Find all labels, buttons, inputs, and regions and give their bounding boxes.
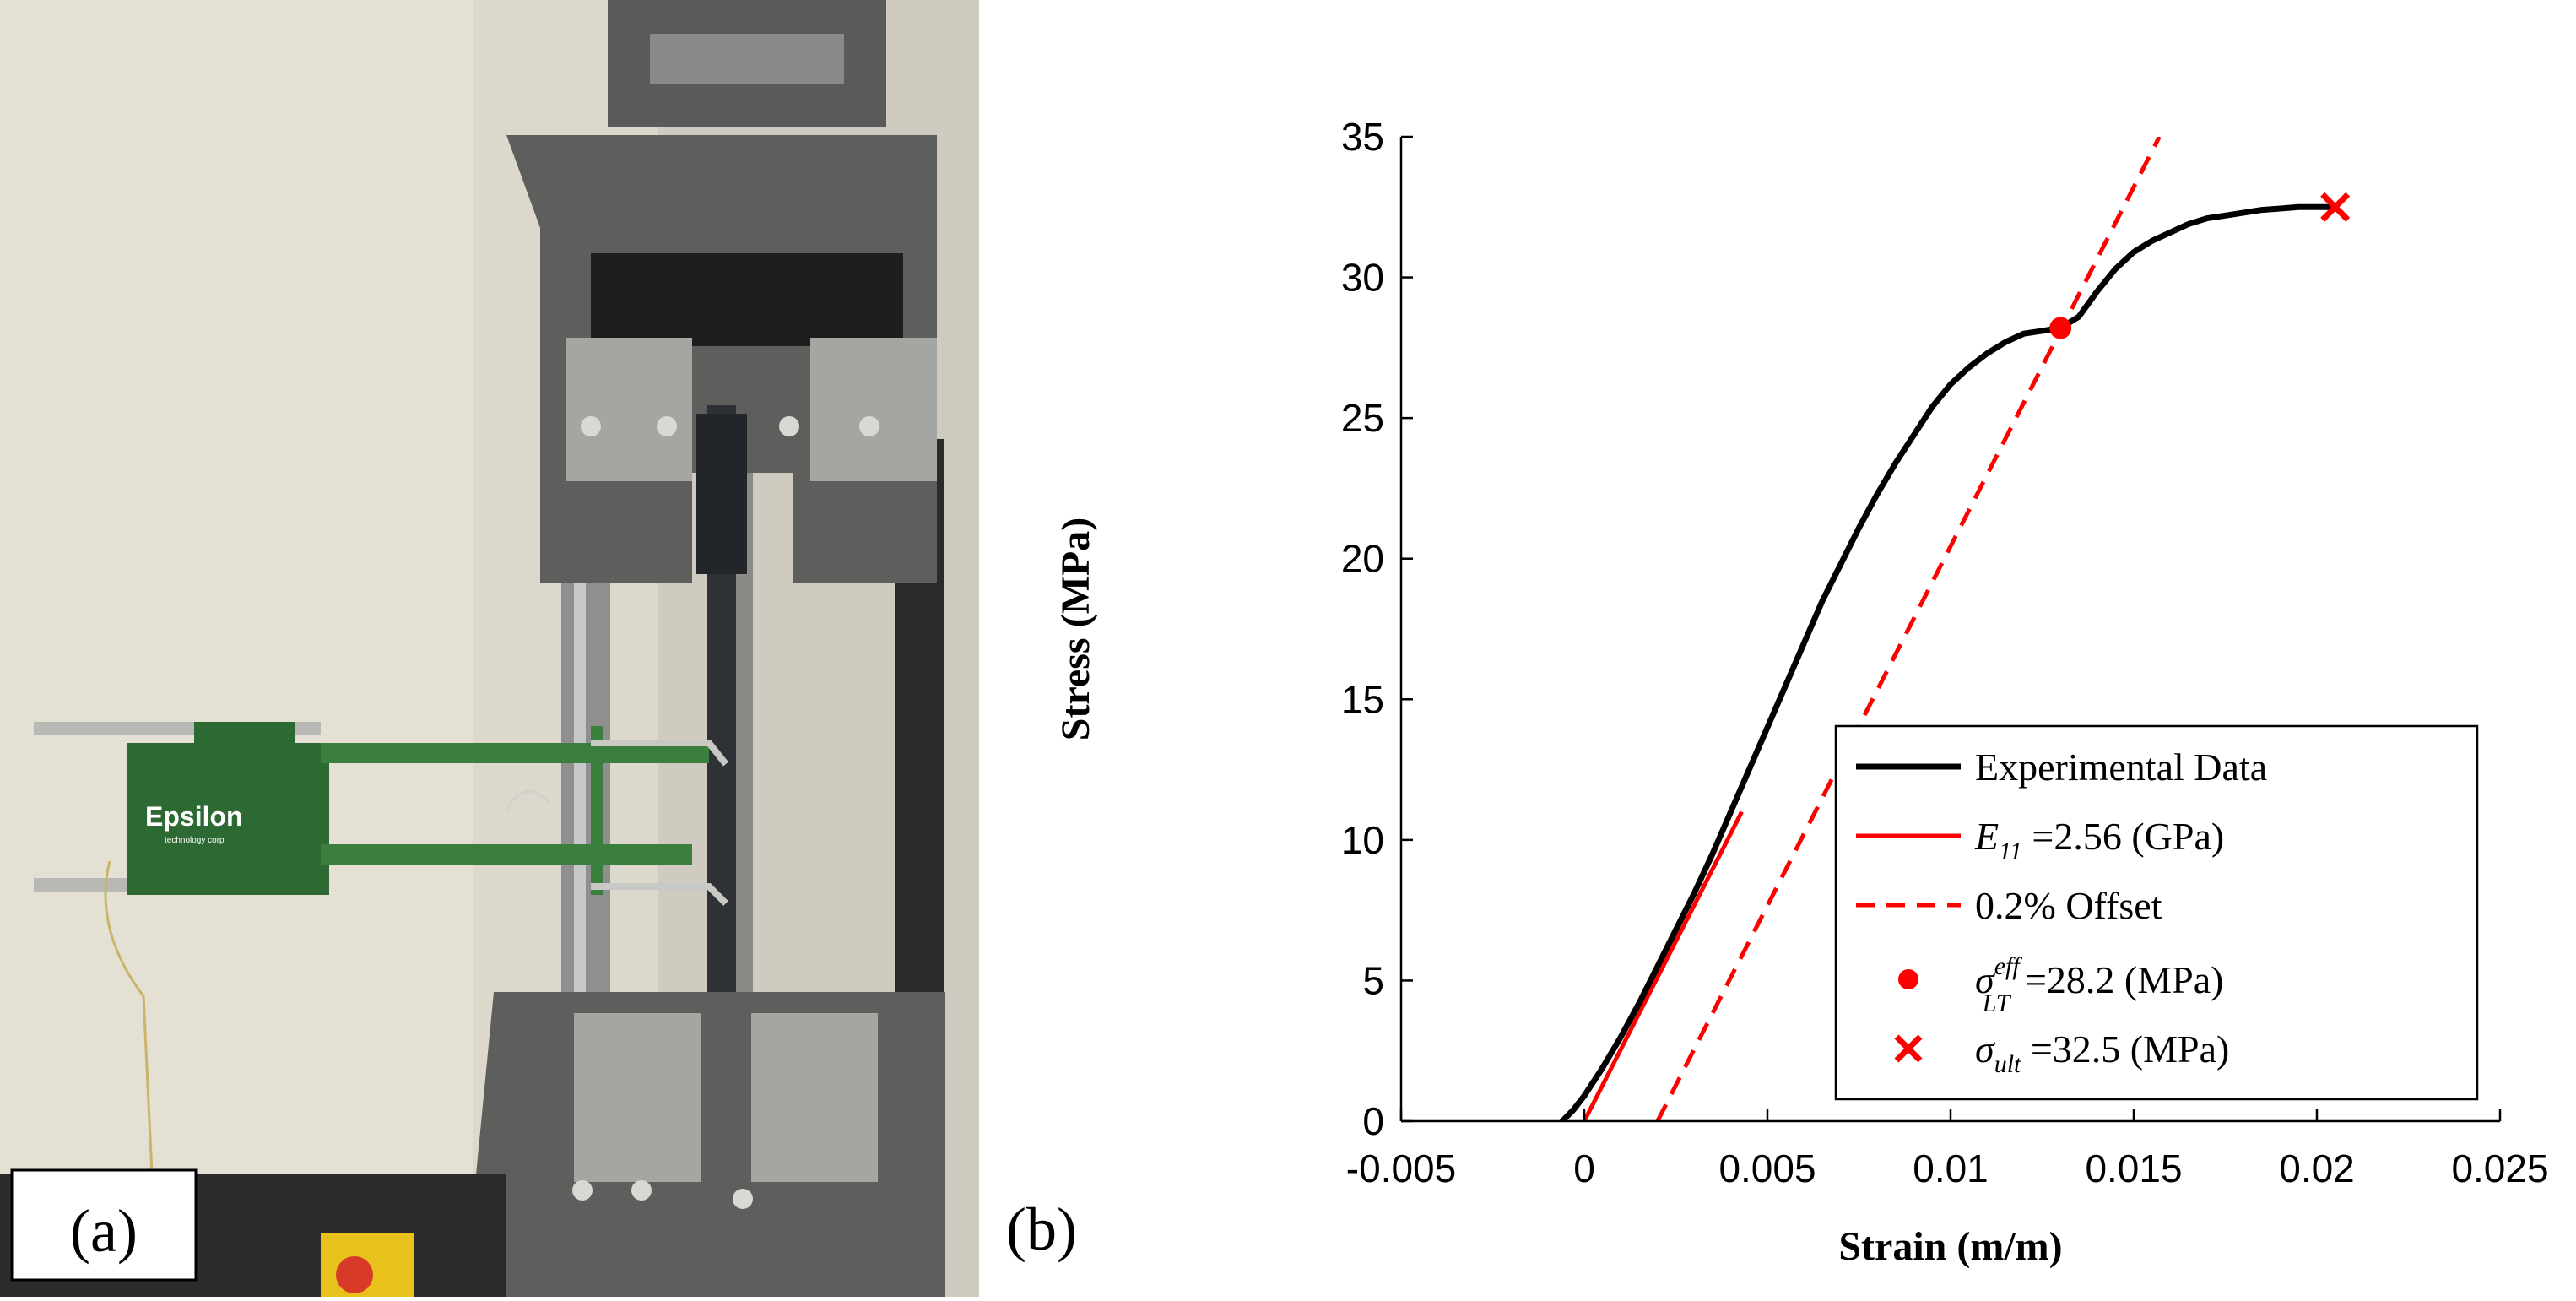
chart-panel: (b) Strain (m/m) Stress (MPa) -0.005 0 0.0… xyxy=(996,0,2576,1297)
bolt xyxy=(581,416,601,436)
offset-line xyxy=(1655,137,2162,1121)
y-tick-label: 0 xyxy=(1362,1099,1384,1143)
bolt xyxy=(859,416,879,436)
legend-entry-label: 0.2% Offset xyxy=(1975,884,2162,927)
legend-subscript: LT xyxy=(1982,989,2012,1017)
ultimate-x-stroke-2 xyxy=(2320,192,2351,222)
load-cell-ring xyxy=(650,34,844,84)
spring-wire xyxy=(505,789,550,811)
bolt xyxy=(733,1189,753,1209)
cable xyxy=(104,860,154,1174)
legend-entry: 0.2% Offset xyxy=(1856,884,2162,927)
x-tick-label: 0.02 xyxy=(2279,1147,2355,1190)
lower-wedge-right xyxy=(751,1013,878,1182)
x-axis-title: Strain (m/m) xyxy=(1838,1224,2062,1269)
legend-entry: Experimental Data xyxy=(1856,745,2267,789)
grip-shaft xyxy=(734,439,753,1030)
x-tick-label: 0.01 xyxy=(1913,1147,1989,1190)
extensometer-body xyxy=(127,743,329,895)
column-highlight xyxy=(574,439,586,1030)
bolt xyxy=(657,416,677,436)
y-axis-title: Stress (MPa) xyxy=(1053,518,1098,740)
modulus-fit-line xyxy=(1582,810,1744,1121)
legend-subscript: 11 xyxy=(1999,838,2022,865)
legend-entry-label: σult =32.5 (MPa) xyxy=(1975,1027,2229,1078)
lower-wedge-left xyxy=(574,1013,701,1182)
legend-x-stroke-2 xyxy=(1894,1034,1923,1063)
legend-entry-label: σeff LT =28.2 (MPa) xyxy=(1975,952,2223,1017)
y-tick-label: 5 xyxy=(1362,958,1384,1002)
legend-subscript: ult xyxy=(1994,1050,2021,1078)
legend: Experimental Data E11 =2.56 (GPa) 0.2% Off… xyxy=(1834,724,2479,1101)
legend-tail-text: =32.5 (MPa) xyxy=(2021,1027,2229,1071)
knife-edge xyxy=(591,740,729,906)
axes-layer: -0.005 0 0.005 0.01 0.015 0.02 0.0250510152025… xyxy=(1341,115,2549,1190)
legend-entry-label: Experimental Data xyxy=(1975,745,2267,789)
legend-entry: E11 =2.56 (GPa) xyxy=(1856,815,2224,865)
wall-light xyxy=(0,0,473,1297)
extensometer-upright xyxy=(591,726,603,895)
photo-panel: Epsilon technology corp (a) xyxy=(0,0,979,1297)
ultimate-strength-marker xyxy=(2320,192,2351,222)
device-sub: technology corp xyxy=(165,836,225,845)
plot-layer xyxy=(1559,137,2351,1121)
legend-superscript: eff xyxy=(1994,952,2023,980)
legend-symbol-dot xyxy=(1898,969,1918,989)
x-tick-label: 0.025 xyxy=(2451,1147,2548,1190)
legend-entry: σeff LT =28.2 (MPa) xyxy=(1898,952,2223,1017)
legend-box xyxy=(1834,724,2479,1101)
panel-b-label: (b) xyxy=(1006,1195,1077,1263)
specimen-tab-top xyxy=(696,414,747,574)
legend-entry-label: E11 =2.56 (GPa) xyxy=(1974,815,2224,865)
x-tick-label: 0.015 xyxy=(2085,1147,2182,1190)
bolt xyxy=(572,1180,593,1201)
extensometer-arm-bottom xyxy=(321,844,692,865)
bolt xyxy=(631,1180,652,1201)
upper-wedge-left xyxy=(566,338,692,481)
legend-main-text: 0.2% Offset xyxy=(1975,884,2162,927)
legend-entry: σult =32.5 (MPa) xyxy=(1894,1027,2229,1078)
bolt xyxy=(779,416,799,436)
legend-main-text: E xyxy=(1974,815,1999,858)
panel-a-label-box xyxy=(10,1168,198,1282)
effective-strength-marker xyxy=(2049,317,2072,339)
legend-tail-text: =28.2 (MPa) xyxy=(2015,958,2223,1001)
legend-main-text: σ xyxy=(1975,958,1996,1001)
experimental-curve xyxy=(1559,203,2339,1121)
x-tick-label: 0.005 xyxy=(1718,1147,1816,1190)
extensometer-clip xyxy=(194,722,295,756)
test-rig-photo: Epsilon technology corp (a) xyxy=(0,0,979,1297)
legend-symbol-x xyxy=(1894,1034,1923,1063)
legend-main-text: σ xyxy=(1975,1027,1996,1071)
y-tick-label: 25 xyxy=(1341,396,1384,440)
upper-grip-slot xyxy=(591,253,903,346)
device-brand: Epsilon xyxy=(145,801,243,832)
x-tick-label: 0 xyxy=(1573,1147,1595,1190)
red-knob xyxy=(336,1256,373,1293)
legend-tail-text: =2.56 (GPa) xyxy=(2022,815,2224,858)
y-tick-label: 20 xyxy=(1341,537,1384,581)
y-tick-label: 30 xyxy=(1341,256,1384,300)
panel-a-label: (a) xyxy=(70,1197,138,1265)
x-tick-label: -0.005 xyxy=(1346,1147,1456,1190)
y-tick-label: 35 xyxy=(1341,115,1384,159)
y-tick-label: 15 xyxy=(1341,677,1384,721)
legend-main-text: Experimental Data xyxy=(1975,745,2267,789)
stress-strain-chart: (b) Strain (m/m) Stress (MPa) -0.005 0 0.0… xyxy=(1006,115,2549,1269)
upper-wedge-right xyxy=(810,338,937,481)
y-tick-label: 10 xyxy=(1341,818,1384,862)
